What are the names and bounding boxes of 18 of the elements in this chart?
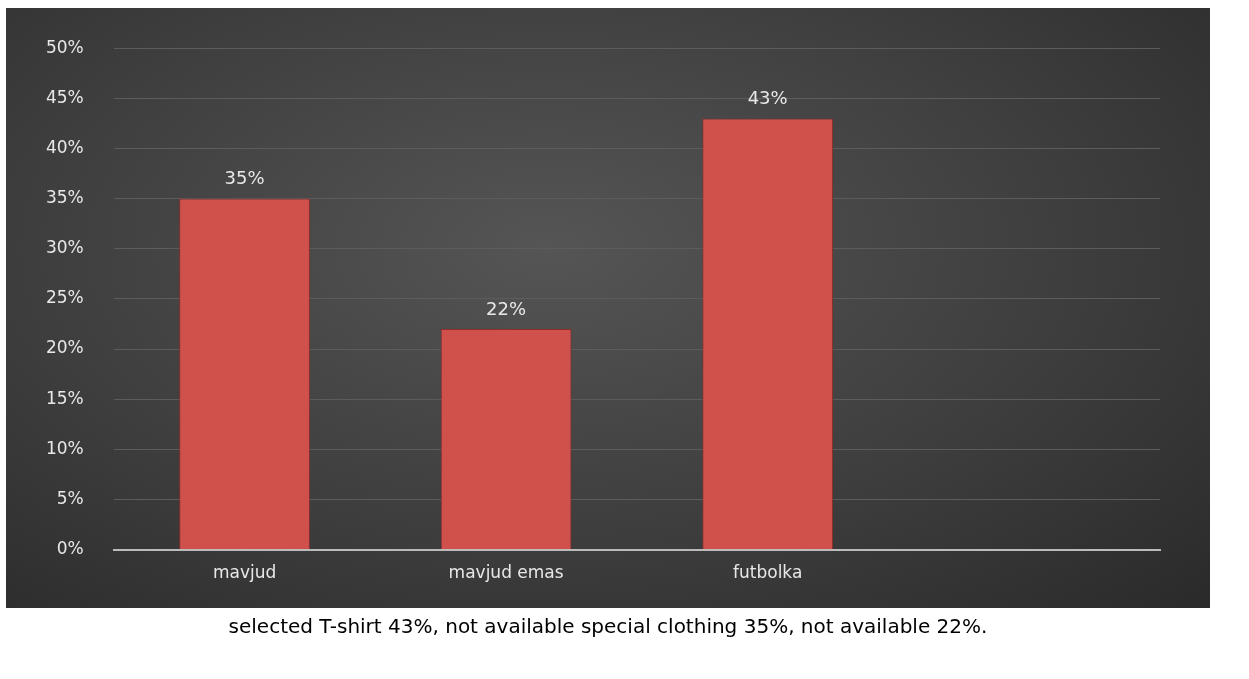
y-tick-label: 5%: [56, 487, 84, 508]
y-tick-label: 0%: [56, 538, 84, 559]
text: selected T-shirt 43%, not available special clothing 35%, not available 22%.: [227, 614, 989, 638]
y-tick-label: 25%: [45, 287, 84, 308]
y-tick-label: 15%: [45, 387, 84, 408]
y-tick-label: 30%: [45, 237, 84, 258]
y-tick-label: 45%: [45, 86, 84, 107]
y-tick-label: 50%: [45, 36, 84, 57]
y-tick-label: 35%: [45, 187, 84, 208]
y-tick-label: 10%: [45, 437, 84, 458]
y-tick-label: 40%: [45, 136, 84, 157]
y-tick-label: 20%: [45, 337, 84, 358]
data-label: 22%: [486, 297, 527, 319]
x-tick-label: mavjud emas: [448, 562, 564, 583]
data-label: 43%: [747, 87, 788, 109]
data-label: 35%: [224, 167, 265, 189]
x-tick-label: futbolka: [733, 562, 803, 583]
x-tick-label: mavjud: [212, 562, 277, 583]
